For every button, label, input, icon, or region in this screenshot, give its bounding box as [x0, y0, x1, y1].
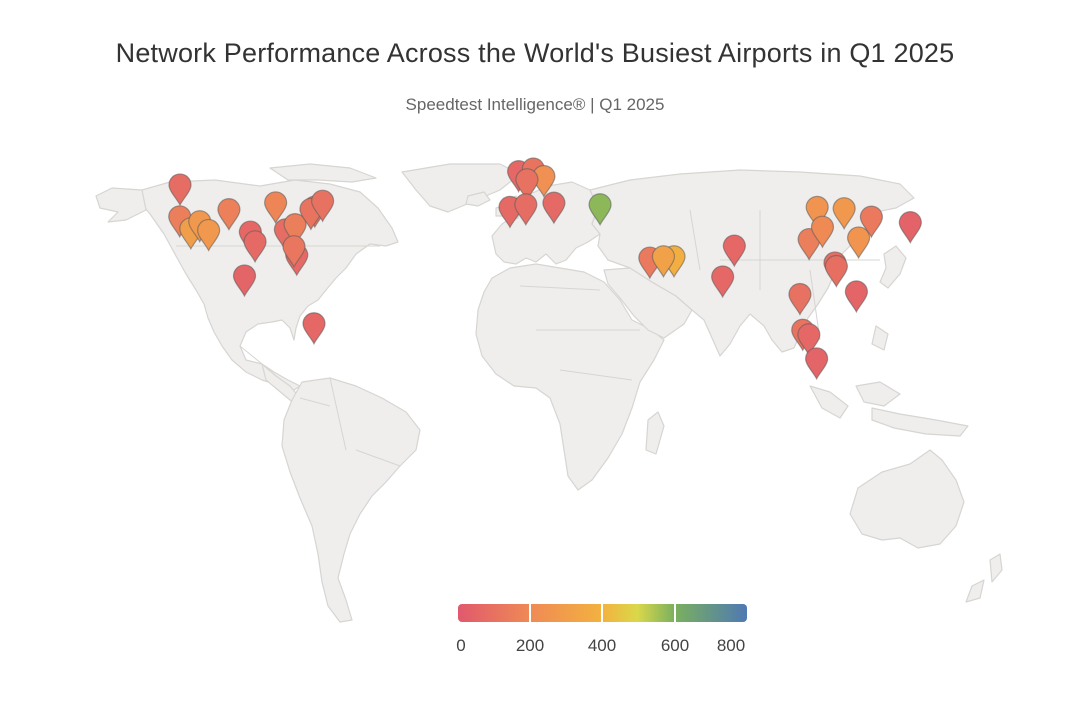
landmass-canadian-arctic [269, 163, 377, 183]
airport-marker[interactable] [542, 191, 566, 225]
airport-marker[interactable] [197, 218, 221, 252]
landmass-japan [879, 245, 907, 289]
airport-marker[interactable] [168, 173, 192, 207]
legend-tick-200: 200 [515, 636, 545, 655]
airport-marker[interactable] [788, 282, 812, 316]
border-lines [176, 209, 880, 467]
chart-title: Network Performance Across the World's B… [115, 38, 955, 68]
world-map-canvas[interactable] [0, 150, 1070, 630]
airport-marker[interactable] [797, 228, 821, 261]
airport-marker[interactable] [243, 230, 267, 264]
landmass-iceland [465, 191, 491, 207]
landmass-southeast-asia [809, 325, 969, 437]
landmass-south-america [281, 377, 421, 623]
airport-marker[interactable] [805, 195, 829, 229]
airport-marker[interactable] [859, 205, 883, 239]
chart-subtitle: Speedtest Intelligence® | Q1 2025 [405, 95, 665, 114]
airport-marker[interactable] [311, 189, 335, 223]
marker-layer[interactable] [168, 157, 922, 381]
legend-tick-600: 600 [660, 636, 690, 655]
legend-separator [529, 604, 531, 622]
airport-marker[interactable] [722, 234, 746, 268]
airport-marker[interactable] [588, 193, 612, 227]
airport-marker[interactable] [898, 211, 922, 244]
airport-marker[interactable] [805, 347, 829, 381]
land-layer [95, 163, 1003, 623]
world-map[interactable] [0, 150, 1070, 630]
landmass-africa [475, 263, 665, 491]
legend-separator [674, 604, 676, 622]
airport-marker[interactable] [264, 191, 288, 225]
landmass-new-zealand [965, 553, 1003, 603]
airport-marker[interactable] [282, 235, 306, 269]
legend-separator [601, 604, 603, 622]
airport-marker[interactable] [302, 312, 326, 346]
color-legend: 0 200 400 600 800 [456, 604, 748, 664]
airport-marker[interactable] [844, 280, 868, 314]
legend-tick-400: 400 [587, 636, 617, 655]
airport-marker[interactable] [810, 215, 835, 249]
airport-marker[interactable] [217, 198, 241, 231]
airport-marker[interactable] [515, 168, 539, 202]
landmass-australia [849, 449, 965, 549]
airport-marker[interactable] [832, 197, 856, 231]
airport-marker[interactable] [797, 323, 821, 357]
airport-marker[interactable] [514, 193, 538, 227]
legend-tick-0: 0 [456, 636, 466, 655]
airport-marker[interactable] [847, 226, 871, 260]
airport-marker[interactable] [824, 255, 848, 288]
legend-tick-800: 800 [716, 636, 746, 655]
landmass-alaska [95, 187, 147, 223]
airport-marker[interactable] [232, 264, 257, 298]
landmass-madagascar [645, 411, 665, 455]
airport-marker[interactable] [283, 213, 307, 246]
landmass-asia [589, 169, 915, 357]
airport-marker[interactable] [711, 265, 735, 299]
airport-marker[interactable] [651, 245, 676, 279]
